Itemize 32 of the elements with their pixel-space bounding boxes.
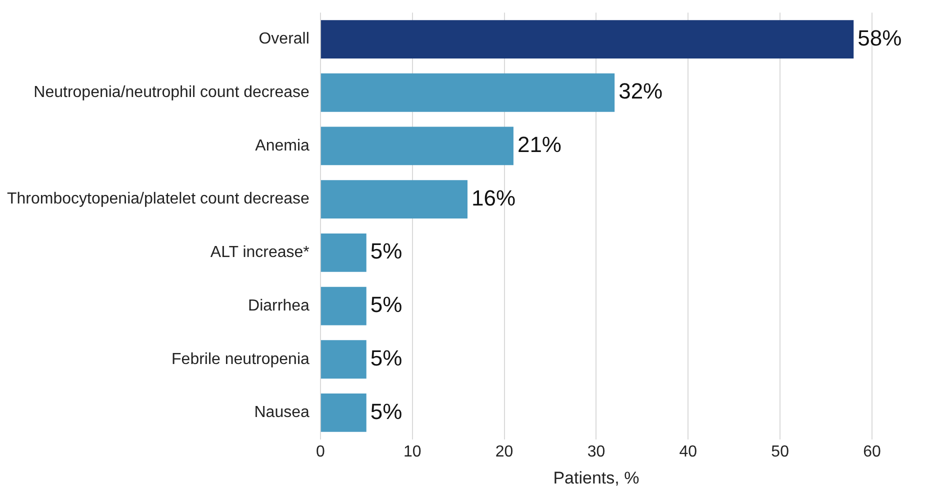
data-label: 5% [370, 345, 402, 370]
bar [320, 340, 366, 379]
bar [320, 233, 366, 272]
data-label: 58% [858, 25, 902, 50]
data-label: 5% [370, 292, 402, 318]
bar [320, 286, 366, 326]
bar [320, 20, 854, 58]
x-tick-label: 50 [771, 443, 790, 460]
y-tick-label: Nausea [254, 404, 310, 422]
y-tick-label: Febrile neutropenia [172, 350, 310, 368]
data-label: 16% [472, 185, 516, 210]
y-tick-label: Overall [258, 30, 310, 48]
y-tick-label: ALT increase* [210, 244, 310, 262]
x-tick-label: 60 [863, 443, 881, 460]
data-label: 32% [618, 78, 663, 104]
y-tick-label: Thrombocytopenia/platelet count decrease [7, 190, 310, 208]
x-axis-title: Patients, % [553, 468, 640, 488]
x-tick-label: 40 [679, 443, 698, 460]
y-tick-label: Neutropenia/neutrophil count decrease [34, 84, 310, 102]
x-tick-label: 10 [403, 443, 422, 460]
y-tick-label: Anemia [255, 137, 310, 154]
bar [320, 180, 468, 219]
x-tick-label: 30 [587, 443, 606, 460]
data-label: 5% [370, 398, 402, 424]
bar [320, 394, 366, 432]
bar [320, 126, 514, 166]
data-label: 5% [370, 238, 402, 264]
bar [320, 73, 615, 112]
y-tick-label: Diarrhea [248, 297, 310, 314]
x-tick-label: 0 [316, 443, 325, 460]
data-label: 21% [517, 132, 562, 158]
x-tick-label: 20 [495, 443, 514, 460]
